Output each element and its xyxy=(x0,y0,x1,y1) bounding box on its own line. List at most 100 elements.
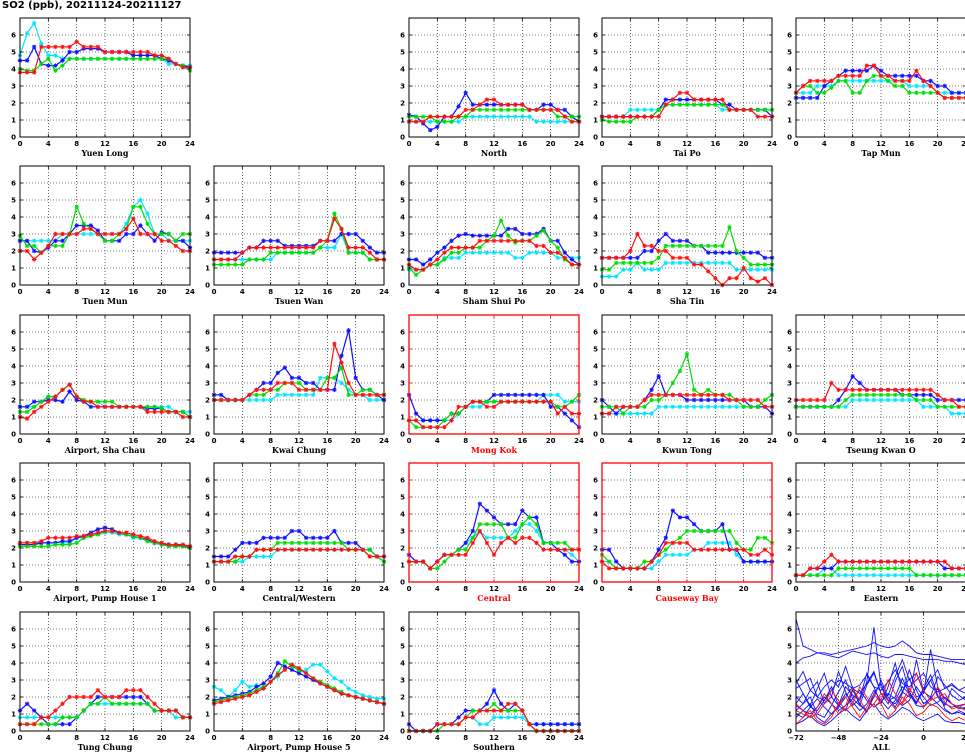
day4-series-point xyxy=(621,114,626,119)
day3-series-point xyxy=(145,404,150,409)
x-tick-label: 0 xyxy=(212,437,217,445)
day3-series-point xyxy=(691,528,697,534)
day3-series-point xyxy=(857,566,862,571)
day3-series-point xyxy=(698,102,704,107)
day4-series-point xyxy=(225,698,231,703)
day3-series-point xyxy=(755,404,761,409)
day4-series-point xyxy=(233,696,238,701)
day4-series-point xyxy=(413,559,419,564)
day1-series-point xyxy=(649,267,654,272)
day3-series-point xyxy=(109,701,115,706)
day3-series-point xyxy=(435,262,440,267)
day4-series-point xyxy=(857,387,862,392)
day1-series-point xyxy=(864,397,870,403)
day3-series-point xyxy=(296,380,302,386)
y-tick-label: 1 xyxy=(205,562,210,570)
day4-series-point xyxy=(233,257,238,262)
day3-series-point xyxy=(727,225,732,230)
day1-series-point xyxy=(268,397,273,403)
day2-series-point xyxy=(914,392,919,398)
day4-series-point xyxy=(353,547,358,552)
day1-series-point xyxy=(706,260,711,266)
day1-series-point xyxy=(456,119,461,124)
day4-series-point xyxy=(180,542,186,547)
day3-series-point xyxy=(520,522,525,527)
day4-series-point xyxy=(346,380,351,386)
day4-series-point xyxy=(218,257,224,262)
day3-series-point xyxy=(649,260,654,266)
day4-series-point xyxy=(713,547,718,552)
day2-series-point xyxy=(569,559,575,564)
plot-frame xyxy=(19,165,191,286)
day2-series-point xyxy=(677,515,683,520)
day2-series-point xyxy=(562,722,568,727)
day4-series-point xyxy=(691,262,697,267)
day1-series-point xyxy=(463,250,468,255)
day4-series-point xyxy=(734,107,739,112)
day3-series-point xyxy=(741,404,746,409)
day4-series-point xyxy=(116,231,122,237)
x-tick-label: 0 xyxy=(794,437,799,445)
day4-series-point xyxy=(491,404,497,409)
y-tick-label: 2 xyxy=(205,545,210,553)
day2-series-point xyxy=(727,102,732,107)
y-tick-label: 1 xyxy=(11,562,16,570)
x-tick-label: 8 xyxy=(656,140,661,148)
day4-series-point xyxy=(706,269,711,274)
day4-series-point xyxy=(303,547,309,552)
day2-series-point xyxy=(748,559,753,564)
day3-series-point xyxy=(152,56,157,61)
day1-series-point xyxy=(555,255,560,260)
day2-series-point xyxy=(541,722,546,727)
day3-series-point xyxy=(463,547,468,552)
y-tick-label: 5 xyxy=(787,643,792,651)
x-tick-label: 12 xyxy=(294,288,304,296)
day4-series-point xyxy=(555,250,560,255)
y-tick-label: 5 xyxy=(400,346,405,354)
day4-series-point xyxy=(850,559,855,564)
day2-series-point xyxy=(513,522,518,527)
y-tick-label: 0 xyxy=(400,579,405,587)
day4-series-point xyxy=(39,404,44,409)
day1-series-point xyxy=(303,667,309,672)
y-tick-label: 5 xyxy=(11,346,16,354)
y-tick-label: 2 xyxy=(593,545,598,553)
day2-series-point xyxy=(428,257,433,262)
day3-series-point xyxy=(275,250,280,255)
day4-series-point xyxy=(261,387,266,392)
day1-series-point xyxy=(949,411,955,416)
x-tick-label: 12 xyxy=(294,734,304,742)
x-tick-label: 4 xyxy=(240,288,245,296)
y-tick-label: 4 xyxy=(593,363,598,371)
y-tick-label: 6 xyxy=(11,477,16,485)
day2-series-point xyxy=(282,365,288,370)
x-tick-label: 20 xyxy=(546,288,556,296)
day4-series-point xyxy=(534,243,539,249)
day2-series-point xyxy=(360,238,365,243)
day4-series-point xyxy=(800,397,806,403)
day4-series-point xyxy=(562,404,568,409)
day3-series-point xyxy=(878,566,884,571)
day2-series-point xyxy=(310,380,316,386)
day4-series-point xyxy=(138,533,143,539)
day4-series-point xyxy=(275,380,280,386)
day4-series-point xyxy=(275,672,280,678)
day1-series-point xyxy=(367,397,373,403)
y-tick-label: 4 xyxy=(205,214,210,222)
day2-series-point xyxy=(268,535,273,540)
day1-series-point xyxy=(46,53,51,58)
y-tick-label: 1 xyxy=(400,414,405,422)
day4-series-point xyxy=(296,665,302,671)
x-tick-label: 8 xyxy=(74,288,79,296)
day2-series-point xyxy=(649,387,654,392)
x-tick-label: 24 xyxy=(185,140,195,148)
y-tick-label: 4 xyxy=(400,660,405,668)
day4-series-point xyxy=(649,243,654,249)
day3-series-point xyxy=(949,404,955,409)
day4-series-point xyxy=(24,416,30,421)
day2-series-point xyxy=(513,392,518,398)
day4-series-point xyxy=(46,535,51,540)
day4-series-point xyxy=(541,243,546,249)
day1-series-point xyxy=(173,715,179,720)
day1-series-point xyxy=(857,397,862,403)
